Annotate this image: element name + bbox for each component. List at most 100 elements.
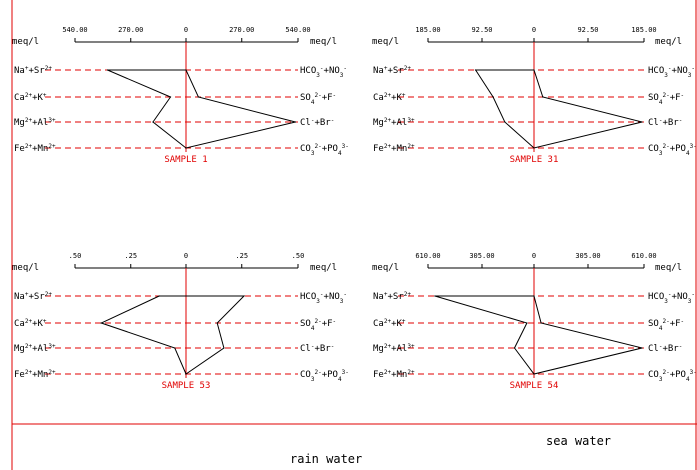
stiff-vertex bbox=[185, 373, 187, 375]
stiff-vertex bbox=[513, 347, 516, 349]
ion-glyph: Sr bbox=[34, 292, 45, 302]
ion-glyph: PO bbox=[327, 144, 338, 154]
anion-label: HCO3-+NO3- bbox=[648, 291, 695, 305]
stiff-vertex bbox=[152, 121, 154, 123]
stiff-vertex bbox=[533, 147, 535, 149]
ion-glyph: 2- bbox=[662, 318, 669, 325]
ion-glyph: Al bbox=[38, 344, 49, 354]
scale-tick-label: .25 bbox=[124, 252, 137, 260]
ion-glyph: Ca bbox=[373, 93, 384, 103]
ion-glyph: Cl bbox=[648, 344, 659, 354]
ion-glyph: 4 bbox=[338, 150, 342, 157]
ion-glyph: - bbox=[333, 318, 337, 325]
ion-glyph: 2+ bbox=[384, 343, 392, 350]
anion-label: Cl-+Br- bbox=[300, 117, 334, 129]
stiff-vertex bbox=[169, 96, 172, 98]
ion-glyph: + bbox=[322, 319, 328, 329]
scale-tick-label: 610.00 bbox=[415, 252, 440, 260]
stiff-vertex bbox=[641, 121, 643, 123]
stiff-vertex bbox=[540, 322, 542, 324]
unit-label-left: meq/l bbox=[372, 263, 399, 273]
ion-glyph: Mg bbox=[373, 344, 384, 354]
ion-glyph: 3+ bbox=[407, 343, 415, 350]
cation-label: Fe2++Mn2+ bbox=[373, 369, 415, 381]
ion-glyph: + bbox=[43, 92, 47, 99]
unit-label-right: meq/l bbox=[310, 37, 337, 47]
scale-tick-label: 0 bbox=[532, 252, 536, 260]
ion-glyph: Mn bbox=[397, 144, 408, 154]
ion-glyph: + bbox=[314, 118, 320, 128]
ion-glyph: Cl bbox=[648, 118, 659, 128]
ion-glyph: + bbox=[32, 93, 38, 103]
ion-glyph: 2+ bbox=[407, 143, 415, 150]
cation-label: Mg2++Al3+ bbox=[14, 343, 56, 355]
ion-glyph: 4 bbox=[686, 150, 690, 157]
stiff-vertex bbox=[197, 96, 199, 98]
ion-glyph: - bbox=[679, 117, 683, 124]
ion-glyph: CO bbox=[300, 144, 311, 154]
sample-title: SAMPLE 1 bbox=[164, 155, 207, 165]
ion-glyph: + bbox=[32, 118, 38, 128]
anion-label: SO42-+F- bbox=[300, 92, 336, 106]
ion-glyph: K bbox=[397, 319, 403, 329]
ion-glyph: + bbox=[391, 319, 397, 329]
stiff-vertex bbox=[185, 147, 187, 149]
ion-glyph: Mg bbox=[14, 118, 25, 128]
unit-label-left: meq/l bbox=[12, 37, 39, 47]
ion-glyph: Br bbox=[668, 344, 679, 354]
ion-glyph: 2- bbox=[314, 92, 321, 99]
cation-label: Ca2++K+ bbox=[14, 92, 47, 104]
ion-glyph: + bbox=[662, 118, 668, 128]
ion-glyph: HCO bbox=[300, 292, 316, 302]
ion-glyph: K bbox=[38, 93, 44, 103]
ion-glyph: Al bbox=[397, 344, 408, 354]
ion-glyph: 2- bbox=[662, 143, 669, 150]
ion-glyph: NO bbox=[677, 66, 688, 76]
ion-glyph: 2+ bbox=[25, 369, 33, 376]
ion-glyph: 3- bbox=[690, 143, 697, 150]
ion-glyph: PO bbox=[675, 370, 686, 380]
ion-glyph: Na bbox=[14, 292, 25, 302]
stiff-vertex bbox=[100, 322, 102, 324]
ion-glyph: + bbox=[43, 318, 47, 325]
sea-water-label: sea water bbox=[546, 434, 612, 448]
ion-glyph: 2+ bbox=[25, 117, 33, 124]
stiff-vertex bbox=[504, 121, 506, 123]
ion-glyph: + bbox=[32, 370, 38, 380]
ion-glyph: Cl bbox=[300, 344, 311, 354]
ion-glyph: Na bbox=[373, 292, 384, 302]
ion-glyph: 3+ bbox=[48, 343, 56, 350]
ion-glyph: SO bbox=[648, 319, 659, 329]
ion-glyph: + bbox=[402, 318, 406, 325]
ion-glyph: + bbox=[391, 144, 397, 154]
cation-label: Mg2++Al3+ bbox=[373, 343, 415, 355]
ion-glyph: 4 bbox=[311, 99, 315, 106]
ion-glyph: 3 bbox=[311, 150, 315, 157]
scale-tick-label: 92.50 bbox=[577, 26, 598, 34]
ion-glyph: - bbox=[311, 343, 315, 350]
ion-glyph: 4 bbox=[686, 376, 690, 383]
ion-glyph: Sr bbox=[393, 66, 404, 76]
ion-glyph: + bbox=[670, 319, 676, 329]
scale-tick-label: .25 bbox=[235, 252, 248, 260]
ion-glyph: + bbox=[387, 66, 393, 76]
ion-glyph: F bbox=[675, 93, 680, 103]
anion-label: SO42-+F- bbox=[648, 318, 684, 332]
stiff-vertex bbox=[542, 96, 544, 98]
scale-tick-label: 305.00 bbox=[469, 252, 494, 260]
ion-glyph: Ca bbox=[373, 319, 384, 329]
cation-label: Na++Sr2+ bbox=[14, 65, 52, 77]
ion-glyph: 3 bbox=[659, 150, 663, 157]
stiff-vertex bbox=[158, 295, 160, 297]
ion-glyph: Fe bbox=[14, 144, 25, 154]
sample-title: SAMPLE 53 bbox=[162, 381, 211, 391]
cation-label: Mg2++Al3+ bbox=[14, 117, 56, 129]
ion-glyph: 4 bbox=[659, 325, 663, 332]
ion-glyph: - bbox=[668, 291, 672, 298]
ion-glyph: + bbox=[324, 292, 330, 302]
ion-glyph: 3 bbox=[340, 298, 344, 305]
ion-glyph: 3 bbox=[316, 298, 320, 305]
